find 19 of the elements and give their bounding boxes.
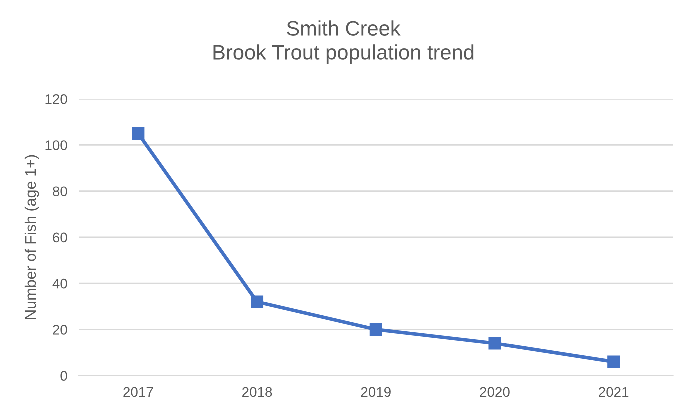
- point: [370, 323, 382, 336]
- y-axis-title: Number of Fish (age 1+): [24, 155, 40, 320]
- x-tick-label: 2018: [242, 387, 272, 398]
- y-tick-label: 0: [60, 371, 68, 381]
- y-tick-label: 40: [52, 278, 68, 289]
- y-tick-label: 60: [53, 232, 68, 243]
- x-tick-label: 2021: [599, 387, 629, 398]
- y-tick-label: 80: [53, 186, 68, 197]
- point: [251, 296, 264, 308]
- y-tick-label: 120: [46, 94, 68, 104]
- point: [132, 127, 145, 140]
- point: [608, 356, 620, 368]
- x-tick-label: 2017: [124, 387, 154, 398]
- x-tick-label: 2020: [480, 387, 510, 398]
- x-tick-label: 2019: [361, 387, 391, 398]
- y-tick-label: 100: [46, 140, 68, 150]
- y-tick-label: 20: [53, 325, 68, 335]
- point: [488, 337, 502, 350]
- chart-title: Smith Creek Brook Trout population trend: [214, 20, 474, 64]
